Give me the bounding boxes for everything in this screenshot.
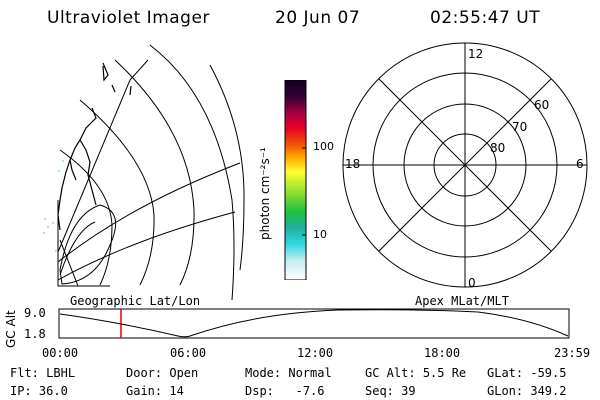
status-glon: GLon: 349.2 <box>487 384 567 398</box>
timeline-x-tick-0000: 00:00 <box>42 346 79 360</box>
status-glat: GLat: -59.5 <box>487 366 567 380</box>
coastline <box>57 62 132 231</box>
lat-label-70: 70 <box>512 120 528 134</box>
map-arc-1 <box>149 44 235 301</box>
geographic-panel-title: Geographic Lat/Lon <box>70 294 201 308</box>
date-label: 20 Jun 07 <box>275 8 361 28</box>
colorbar-tick-10: 10 <box>313 228 327 241</box>
map-arc-3 <box>114 59 195 286</box>
instrument-title: Ultraviolet Imager <box>47 8 210 28</box>
timeline-y-tick-max: 9.0 <box>24 306 46 320</box>
status-gc-alt: GC Alt: 5.5 Re <box>365 366 467 380</box>
status-mode: Mode: Normal <box>245 366 332 380</box>
mlt-label-12: 12 <box>468 47 484 61</box>
status-ip: IP: 36.0 <box>10 384 68 398</box>
timeline-y-tick-min: 1.8 <box>24 327 46 341</box>
status-dsp: Dsp: -7.6 <box>245 384 325 398</box>
timeline-x-tick-0600: 06:00 <box>170 346 207 360</box>
time-label: 02:55:47 UT <box>430 8 541 28</box>
status-seq: Seq: 39 <box>365 384 416 398</box>
altitude-timeline <box>58 308 570 339</box>
timeline-x-tick-2359: 23:59 <box>554 346 591 360</box>
colorbar <box>284 80 307 280</box>
timeline-axis-title: GC Alt <box>4 310 18 348</box>
map-meridian-2 <box>57 59 149 253</box>
lat-label-80: 80 <box>490 141 506 155</box>
status-filter: Flt: LBHL <box>10 366 76 380</box>
map-speckles <box>43 160 64 252</box>
mlt-label-18: 18 <box>345 157 361 171</box>
lat-label-60: 60 <box>534 98 550 112</box>
map-meridian-1 <box>57 162 241 263</box>
map-southern-tip <box>59 204 117 285</box>
apex-panel-title: Apex MLat/MLT <box>415 294 509 308</box>
map-arc-4 <box>79 99 155 286</box>
timeline-x-tick-1200: 12:00 <box>297 346 334 360</box>
map-arc-5 <box>59 149 113 286</box>
map-arc-2 <box>209 64 245 271</box>
mlt-label-0: 0 <box>468 276 476 290</box>
status-gain: Gain: 14 <box>126 384 184 398</box>
status-door: Door: Open <box>126 366 199 380</box>
mlt-label-6: 6 <box>576 157 584 171</box>
colorbar-tick-100: 100 <box>313 140 334 153</box>
colorbar-unit-label: photon cm⁻²s⁻¹ <box>258 147 272 240</box>
polar-plot <box>342 42 588 288</box>
timeline-x-tick-1800: 18:00 <box>424 346 461 360</box>
map-meridian-3 <box>57 211 236 281</box>
